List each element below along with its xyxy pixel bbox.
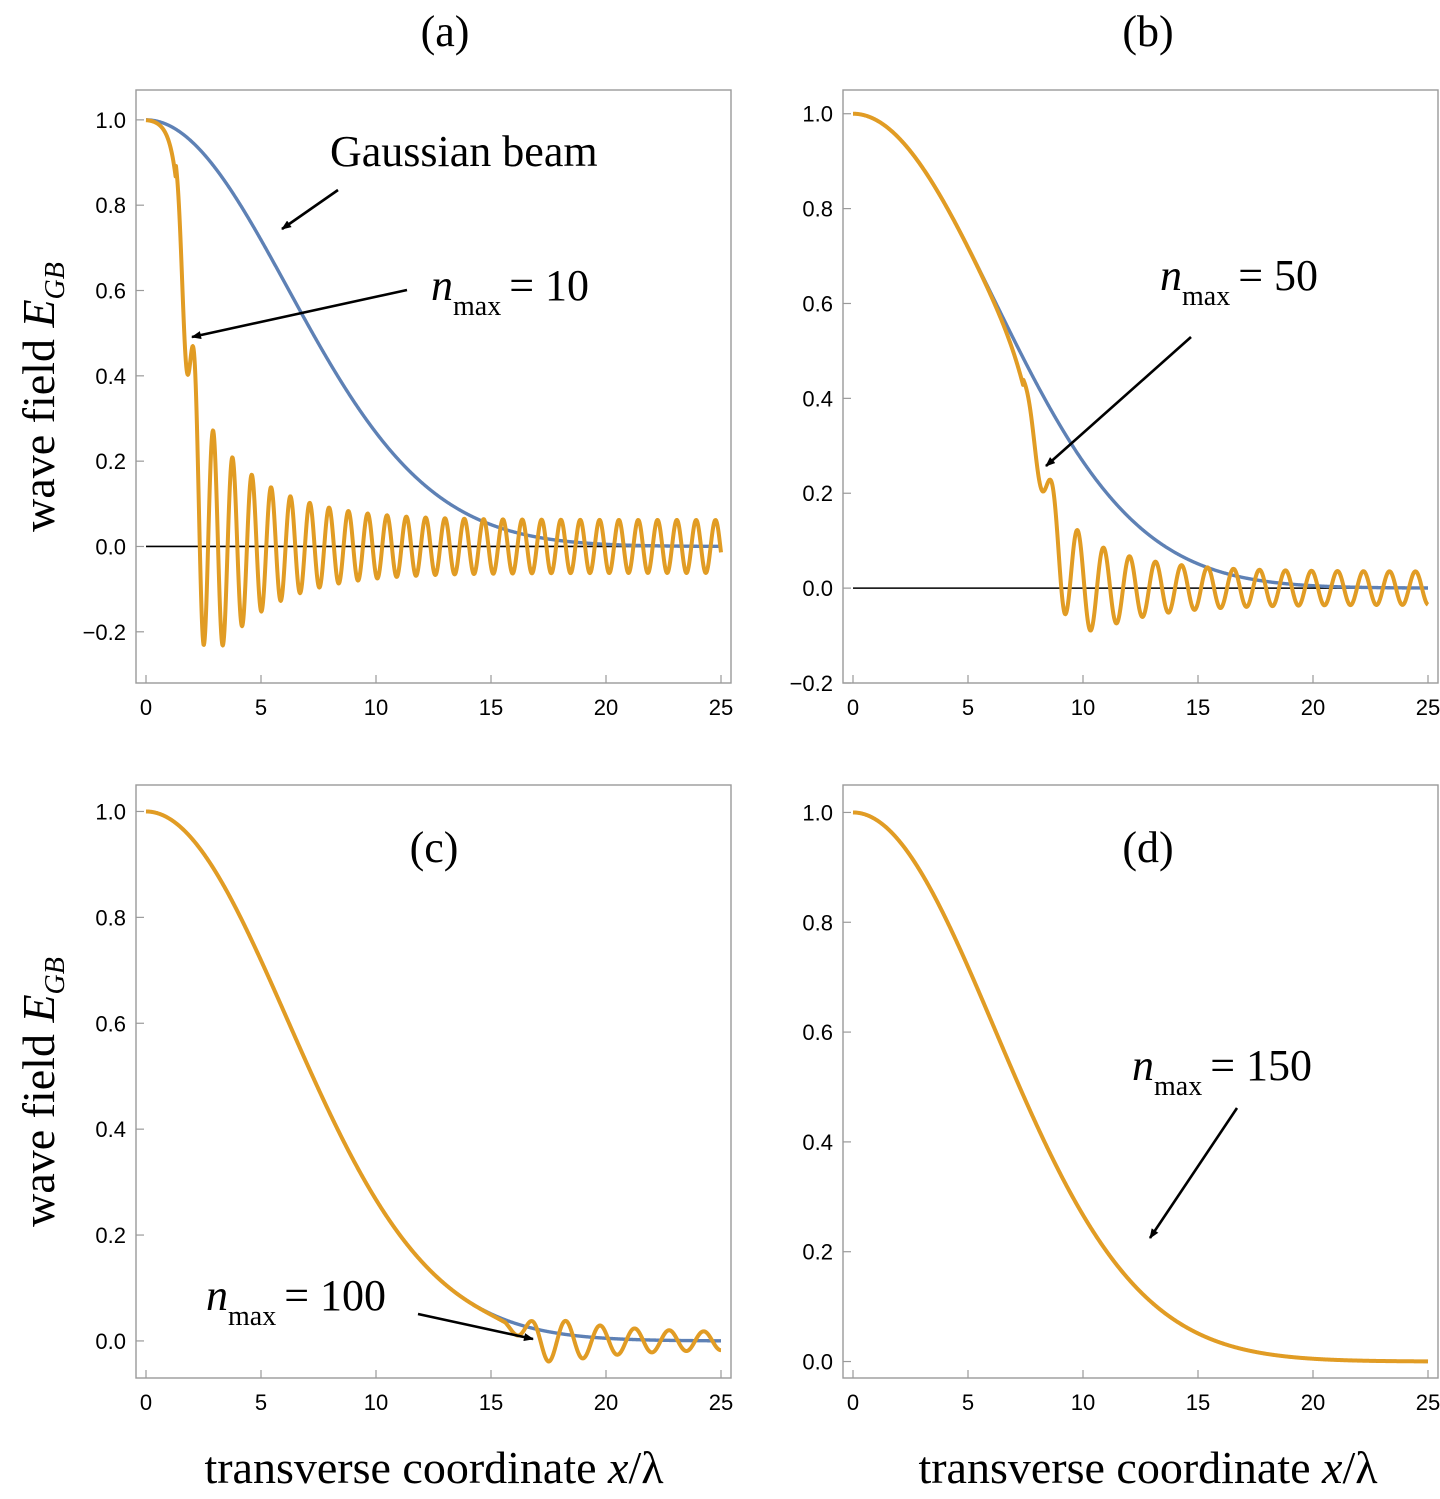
panel-b-nmax-arrow bbox=[1045, 336, 1192, 467]
panel-a-ticks: 0 5 10 15 20 25 −0.2 0.0 0.2 0.4 0.6 0.8 1.0 bbox=[83, 108, 734, 720]
panel-a-ytick-label: 0.4 bbox=[95, 364, 126, 389]
panel-b-xtick-label: 0 bbox=[847, 695, 859, 720]
y-axis-label-bottom: wave field EGB bbox=[13, 957, 71, 1227]
panel-d-ytick-label: 1.0 bbox=[802, 800, 833, 825]
panel-a-xtick-label: 15 bbox=[479, 695, 503, 720]
panel-b-ytick-label: −0.2 bbox=[790, 671, 833, 696]
panel-d-ytick-label: 0.2 bbox=[802, 1240, 833, 1265]
panel-d-xtick-label: 0 bbox=[847, 1390, 859, 1415]
panel-d-ytick-label: 0.0 bbox=[802, 1350, 833, 1375]
panel-c-gaussian-curve bbox=[145, 809, 721, 1343]
panel-b-label: (b) bbox=[1122, 7, 1173, 56]
x-axis-label-left: transverse coordinate x/λ bbox=[204, 1442, 664, 1493]
panel-a-ytick-label: 0.2 bbox=[95, 449, 126, 474]
panel-c-ytick-label: 0.6 bbox=[95, 1011, 126, 1036]
panel-a-annotation-nmax: nmax = 10 bbox=[191, 261, 589, 339]
panel-a-xtick-label: 0 bbox=[140, 695, 152, 720]
panel-a-label: (a) bbox=[421, 7, 470, 56]
panel-c-ytick-label: 1.0 bbox=[95, 799, 126, 824]
panel-b-ytick-label: 1.0 bbox=[802, 102, 833, 127]
panel-b-frame bbox=[842, 89, 1439, 684]
panel-a-gaussian-arrow bbox=[281, 188, 339, 231]
panel-c-ytick-label: 0.4 bbox=[95, 1117, 126, 1142]
panel-b-ytick-label: 0.6 bbox=[802, 291, 833, 316]
panel-d-xtick-label: 10 bbox=[1071, 1390, 1095, 1415]
panel-c-annotation-nmax: nmax = 100 bbox=[206, 1271, 534, 1341]
panel-c-xtick-label: 20 bbox=[594, 1390, 618, 1415]
panel-b-nmax-50-curve bbox=[851, 111, 1430, 633]
panel-d-ticks: 0 5 10 15 20 25 0.0 0.2 0.4 0.6 0.8 1.0 bbox=[802, 800, 1440, 1415]
panel-a-ytick-label: −0.2 bbox=[83, 620, 126, 645]
panel-d-xtick-label: 20 bbox=[1301, 1390, 1325, 1415]
panel-c-xtick-label: 15 bbox=[479, 1390, 503, 1415]
panel-d-nmax-label: nmax = 150 bbox=[1132, 1041, 1312, 1102]
panel-a-nmax-label: nmax = 10 bbox=[431, 261, 589, 322]
panel-c-xtick-label: 0 bbox=[140, 1390, 152, 1415]
panel-c: 0 5 10 15 20 25 0.0 0.2 0.4 0.6 0.8 1.0 (c) nmax = 1… bbox=[95, 784, 733, 1415]
panel-d-label: (d) bbox=[1122, 823, 1173, 872]
panel-a-nmax-arrow bbox=[191, 288, 408, 339]
panel-c-xtick-label: 10 bbox=[364, 1390, 388, 1415]
panel-c-ytick-label: 0.8 bbox=[95, 905, 126, 930]
panel-c-nmax-arrow bbox=[417, 1312, 534, 1341]
panel-b: (b) 0 5 10 15 20 25 −0.2 0.0 0.2 0.4 0.6 0.8 1.0 nma… bbox=[790, 7, 1440, 720]
panel-a-ytick-label: 0.0 bbox=[95, 534, 126, 559]
panel-d-ytick-label: 0.4 bbox=[802, 1130, 833, 1155]
panel-d-annotation-nmax: nmax = 150 bbox=[1132, 1041, 1312, 1239]
panel-c-ytick-label: 0.0 bbox=[95, 1329, 126, 1354]
panel-c-nmax-label: nmax = 100 bbox=[206, 1271, 386, 1332]
panel-d-xtick-label: 15 bbox=[1186, 1390, 1210, 1415]
panel-b-xtick-label: 10 bbox=[1071, 695, 1095, 720]
y-axis-label-top: wave field EGB bbox=[13, 262, 71, 532]
panel-a-annotation-gaussian: Gaussian beam bbox=[281, 127, 598, 231]
panel-c-xtick-label: 25 bbox=[709, 1390, 733, 1415]
panel-c-nmax-100-curve bbox=[144, 809, 723, 1364]
panel-d: 0 5 10 15 20 25 0.0 0.2 0.4 0.6 0.8 1.0 (d) nmax = 1… bbox=[802, 784, 1440, 1415]
panel-b-xtick-label: 25 bbox=[1416, 695, 1440, 720]
panel-d-nmax-arrow bbox=[1148, 1107, 1239, 1239]
panel-b-gaussian-curve bbox=[853, 112, 1428, 590]
panel-d-ytick-label: 0.8 bbox=[802, 910, 833, 935]
panel-a: (a) 0 5 10 15 20 25 −0.2 0.0 0.2 0.4 0.6 0.8 1.0 Gau… bbox=[83, 7, 734, 720]
panel-b-ytick-label: 0.0 bbox=[802, 576, 833, 601]
panel-d-xtick-label: 5 bbox=[962, 1390, 974, 1415]
panel-d-frame bbox=[842, 784, 1439, 1379]
panel-d-ytick-label: 0.6 bbox=[802, 1020, 833, 1045]
panel-b-ytick-label: 0.4 bbox=[802, 386, 833, 411]
panel-c-xtick-label: 5 bbox=[255, 1390, 267, 1415]
panel-b-nmax-label: nmax = 50 bbox=[1160, 251, 1318, 312]
panel-a-gaussian-curve bbox=[145, 118, 721, 549]
panel-a-frame bbox=[135, 89, 732, 684]
panel-c-frame bbox=[135, 784, 732, 1379]
panel-a-ytick-label: 0.6 bbox=[95, 279, 126, 304]
panel-a-xtick-label: 20 bbox=[594, 695, 618, 720]
panel-d-nmax-150-curve bbox=[851, 810, 1430, 1364]
panel-d-xtick-label: 25 bbox=[1416, 1390, 1440, 1415]
panel-b-xtick-label: 15 bbox=[1186, 695, 1210, 720]
panel-c-label: (c) bbox=[410, 823, 459, 872]
panel-a-ytick-label: 1.0 bbox=[95, 108, 126, 133]
panel-a-nmax-10-curve bbox=[144, 118, 723, 648]
panel-a-ytick-label: 0.8 bbox=[95, 193, 126, 218]
panel-b-ytick-label: 0.2 bbox=[802, 481, 833, 506]
panel-b-annotation-nmax: nmax = 50 bbox=[1045, 251, 1318, 467]
panel-c-ticks: 0 5 10 15 20 25 0.0 0.2 0.4 0.6 0.8 1.0 bbox=[95, 799, 733, 1415]
x-axis-label-right: transverse coordinate x/λ bbox=[918, 1442, 1378, 1493]
panel-a-xtick-label: 5 bbox=[255, 695, 267, 720]
panel-a-gaussian-beam-label: Gaussian beam bbox=[330, 127, 598, 176]
panel-b-xtick-label: 20 bbox=[1301, 695, 1325, 720]
panel-b-xtick-label: 5 bbox=[962, 695, 974, 720]
panel-c-ytick-label: 0.2 bbox=[95, 1223, 126, 1248]
panel-b-ticks: 0 5 10 15 20 25 −0.2 0.0 0.2 0.4 0.6 0.8 1.0 bbox=[790, 102, 1440, 720]
panel-a-xtick-label: 10 bbox=[364, 695, 388, 720]
panel-b-ytick-label: 0.8 bbox=[802, 197, 833, 222]
panel-a-xtick-label: 25 bbox=[709, 695, 733, 720]
